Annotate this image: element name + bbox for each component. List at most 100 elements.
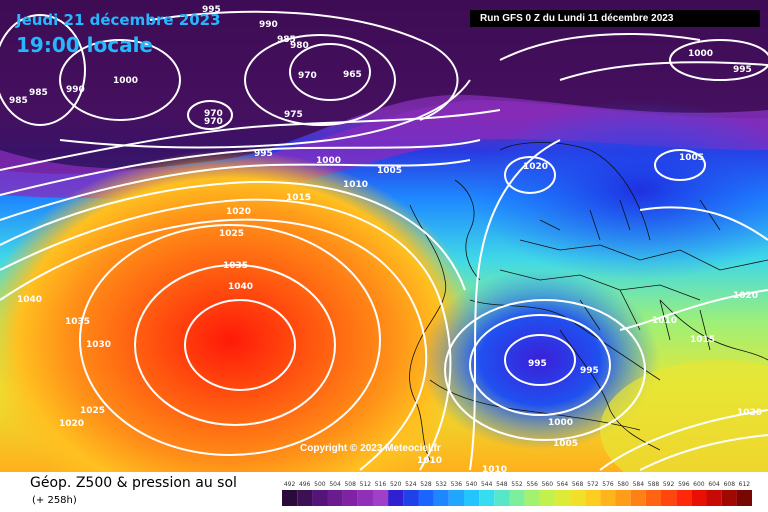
northern-dark-band bbox=[0, 0, 768, 174]
iso-label: 1020 bbox=[733, 291, 758, 301]
scale-tick-label: 568 bbox=[572, 481, 584, 488]
iso-label: 1000 bbox=[316, 156, 341, 166]
scale-tick-label: 580 bbox=[617, 481, 629, 488]
scale-swatch bbox=[600, 490, 616, 506]
iso-label: 1025 bbox=[80, 406, 105, 416]
color-scale: 492 496 500 504 508 512 516 520 524 528 532 536 540 5… bbox=[282, 481, 752, 506]
iso-label: 1020 bbox=[226, 207, 251, 217]
forecast-date: Jeudi 21 décembre 2023 bbox=[16, 11, 221, 29]
run-info: Run GFS 0 Z du Lundi 11 décembre 2023 bbox=[470, 10, 760, 27]
scale-swatch bbox=[327, 490, 343, 506]
iso-label: 1040 bbox=[17, 295, 42, 305]
scale-tick-label: 608 bbox=[724, 481, 736, 488]
chart-title: Géop. Z500 & pression au sol bbox=[30, 475, 237, 491]
iso-label: 970 bbox=[204, 109, 223, 119]
scale-swatch bbox=[585, 490, 601, 506]
scale-swatch bbox=[312, 490, 328, 506]
scale-swatch bbox=[463, 490, 480, 506]
iso-label: 1015 bbox=[690, 335, 715, 345]
iso-label: 985 bbox=[277, 35, 296, 45]
scale-tick-label: 492 bbox=[284, 481, 296, 488]
scale-swatch bbox=[706, 490, 722, 506]
scale-swatch bbox=[357, 490, 373, 506]
iso-label: 970 bbox=[298, 71, 317, 81]
iso-label: 995 bbox=[254, 149, 273, 159]
iso-label: 1010 bbox=[343, 180, 368, 190]
scale-tick-label: 504 bbox=[329, 481, 341, 488]
scale-tick-label: 588 bbox=[648, 481, 660, 488]
scale-swatch bbox=[645, 490, 662, 506]
iso-label: 1000 bbox=[548, 418, 573, 428]
iso-label: 1000 bbox=[113, 76, 138, 86]
scale-swatch bbox=[479, 490, 495, 506]
scale-swatch bbox=[373, 490, 389, 506]
scale-tick-label: 584 bbox=[633, 481, 645, 488]
scale-swatch bbox=[554, 490, 571, 506]
scale-tick-label: 556 bbox=[526, 481, 538, 488]
scale-tick-label: 564 bbox=[557, 481, 569, 488]
scale-swatch bbox=[524, 490, 540, 506]
iso-label: 1000 bbox=[688, 49, 713, 59]
scale-tick-label: 592 bbox=[663, 481, 675, 488]
scale-tick-label: 524 bbox=[405, 481, 417, 488]
forecast-map: 995 990 985 980 970 965 1000 985 990 985… bbox=[0, 0, 768, 472]
iso-label: 1035 bbox=[65, 317, 90, 327]
scale-tick-label: 512 bbox=[360, 481, 372, 488]
iso-label: 1010 bbox=[482, 465, 507, 472]
scale-swatch bbox=[661, 490, 677, 506]
scale-swatch bbox=[509, 490, 525, 506]
eastern-low-fill bbox=[470, 100, 768, 280]
scale-swatch bbox=[388, 490, 404, 506]
iso-label: 995 bbox=[202, 5, 221, 15]
iso-label: 1020 bbox=[59, 419, 84, 429]
scale-tick-label: 508 bbox=[344, 481, 356, 488]
european-low-fill bbox=[420, 270, 660, 450]
scale-swatch bbox=[448, 490, 464, 506]
scale-swatch bbox=[570, 490, 586, 506]
iso-label: 1020 bbox=[737, 408, 762, 418]
scale-tick-label: 532 bbox=[435, 481, 447, 488]
scale-tick-label: 560 bbox=[542, 481, 554, 488]
scale-tick-label: 612 bbox=[739, 481, 751, 488]
coastlines bbox=[409, 142, 768, 461]
iso-label: 1030 bbox=[86, 340, 111, 350]
scale-swatch bbox=[403, 490, 419, 506]
iso-label: 1005 bbox=[679, 153, 704, 163]
iso-label: 975 bbox=[284, 110, 303, 120]
scale-swatch bbox=[736, 490, 752, 506]
scale-swatch bbox=[297, 490, 313, 506]
iso-label: 1015 bbox=[286, 193, 311, 203]
iso-label: 980 bbox=[290, 41, 309, 51]
iso-label: 1040 bbox=[228, 282, 253, 292]
iso-label: 1005 bbox=[377, 166, 402, 176]
iso-label: 1035 bbox=[223, 261, 248, 271]
scale-tick-label: 552 bbox=[511, 481, 523, 488]
iso-label: 1025 bbox=[219, 229, 244, 239]
scale-swatch bbox=[630, 490, 646, 506]
scale-swatch bbox=[494, 490, 510, 506]
scale-tick-label: 536 bbox=[451, 481, 463, 488]
iso-label: 1005 bbox=[553, 439, 578, 449]
scale-swatch bbox=[539, 490, 555, 506]
scale-tick-label: 604 bbox=[708, 481, 720, 488]
scale-tick-label: 572 bbox=[587, 481, 599, 488]
scale-swatch bbox=[282, 490, 298, 506]
scale-swatch bbox=[433, 490, 449, 506]
iso-label: 1020 bbox=[523, 162, 548, 172]
scale-tick-label: 500 bbox=[314, 481, 326, 488]
scale-swatch bbox=[676, 490, 692, 506]
scale-swatch bbox=[615, 490, 631, 506]
copyright-text: Copyright © 2023 Meteociel.fr bbox=[300, 443, 441, 454]
scale-tick-label: 496 bbox=[299, 481, 311, 488]
scale-swatch bbox=[691, 490, 707, 506]
iso-label: 995 bbox=[580, 366, 599, 376]
iso-label: 1010 bbox=[652, 316, 677, 326]
iso-label: 985 bbox=[9, 96, 28, 106]
iso-label: 970 bbox=[204, 117, 223, 127]
isobar-labels: 995 990 985 980 970 965 1000 985 990 985… bbox=[9, 5, 762, 472]
forecast-step: (+ 258h) bbox=[32, 495, 77, 506]
iso-label: 995 bbox=[733, 65, 752, 75]
iso-label: 985 bbox=[29, 88, 48, 98]
scale-swatch bbox=[721, 490, 737, 506]
